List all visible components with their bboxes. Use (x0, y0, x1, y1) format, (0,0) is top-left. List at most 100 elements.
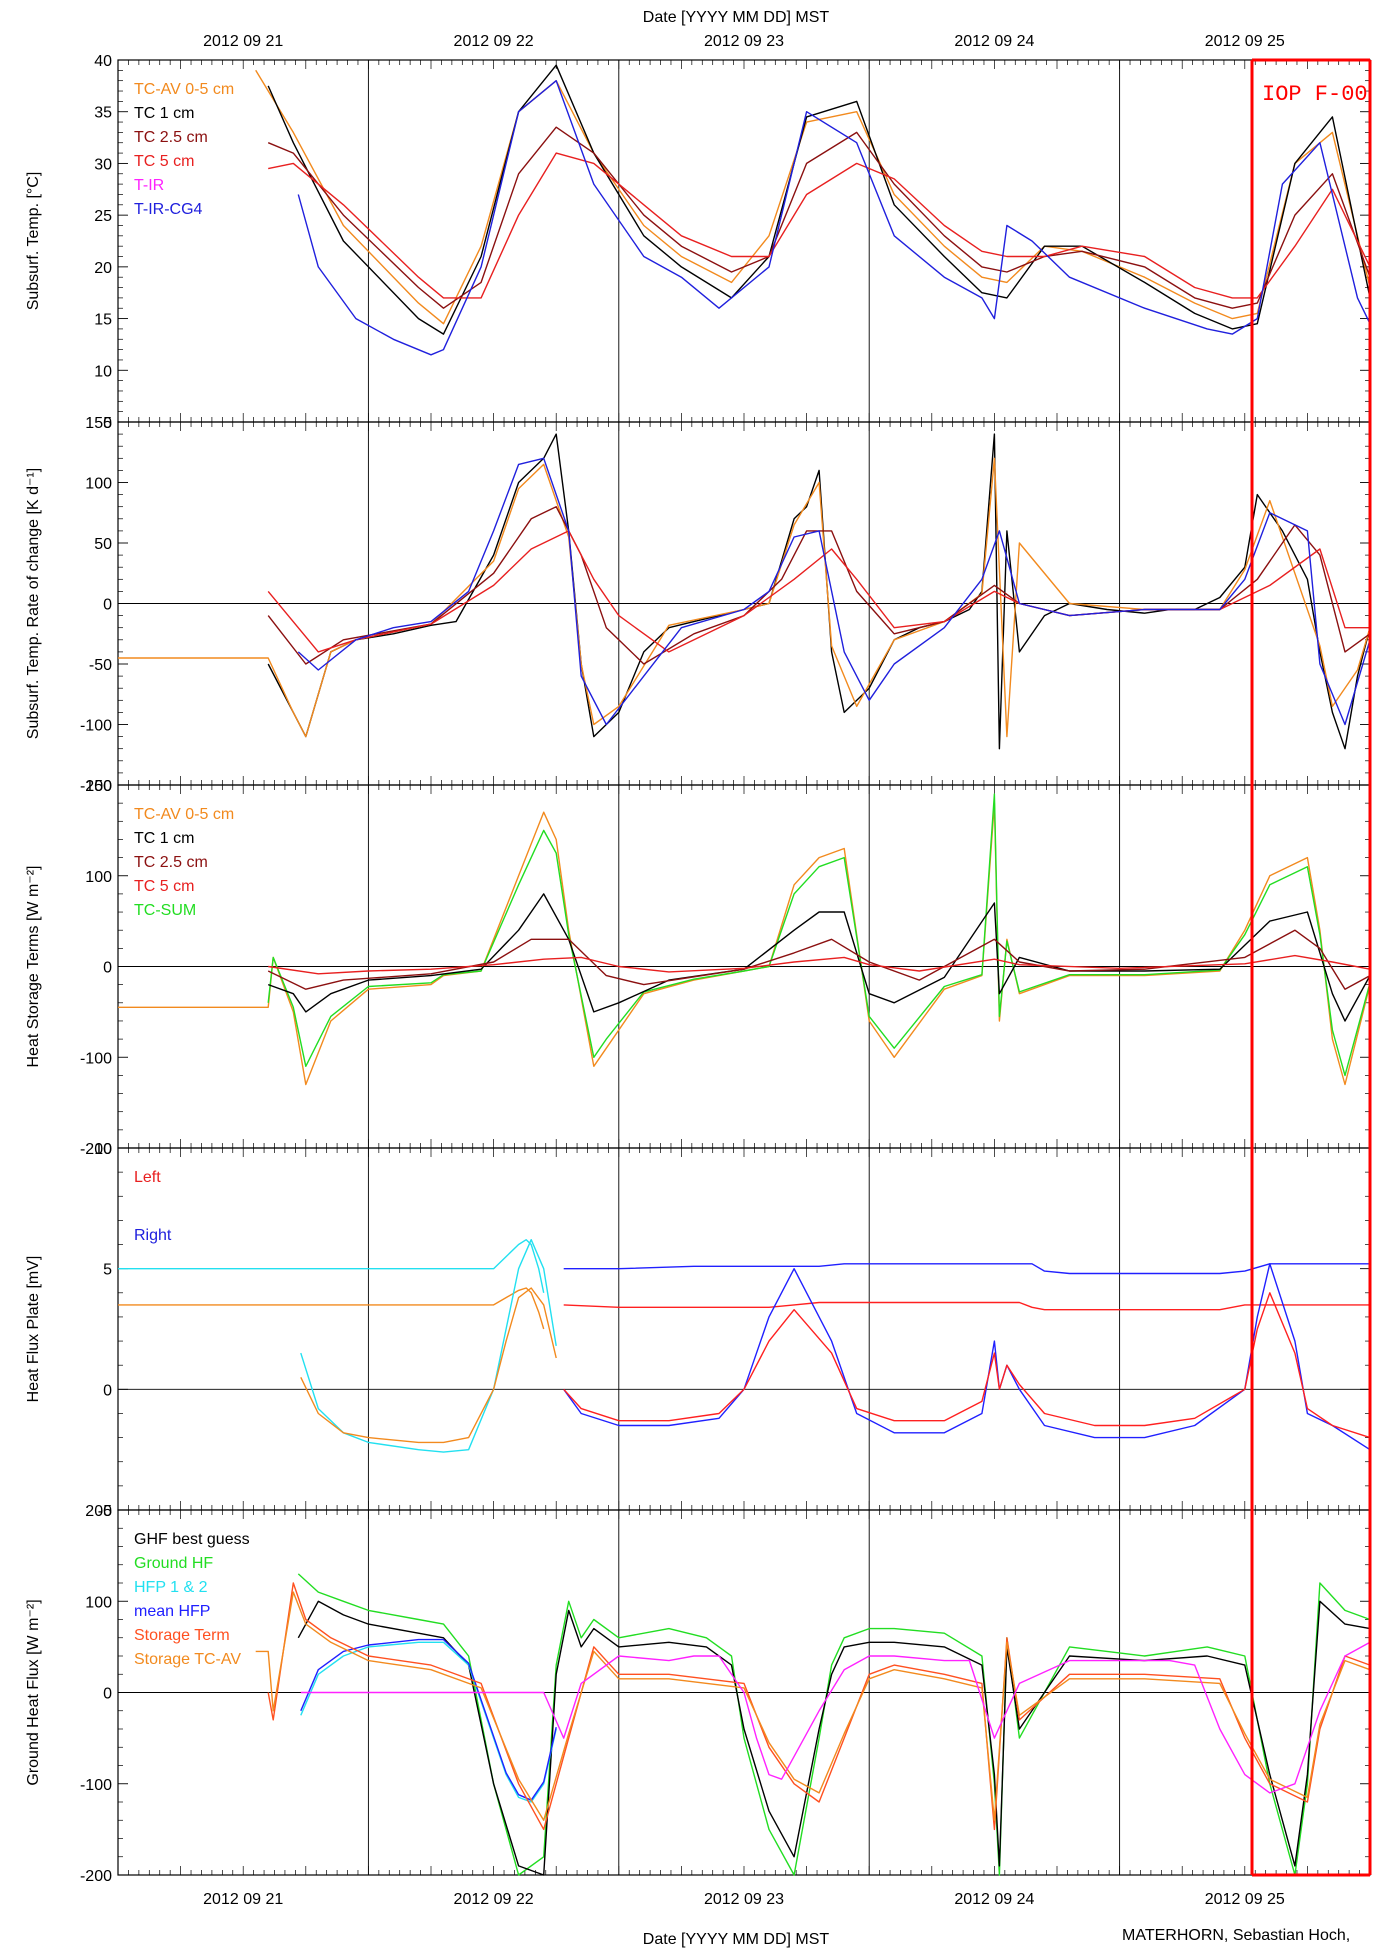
x-tick-label-top: 2012 09 22 (454, 33, 534, 50)
series-line (118, 1238, 545, 1293)
y-tick-label: 35 (94, 105, 112, 122)
x-tick-label-bottom: 2012 09 22 (454, 1891, 534, 1908)
legend-entry: TC 1 cm (134, 105, 194, 122)
x-tick-label-bottom: 2012 09 24 (954, 1891, 1034, 1908)
series-line (297, 457, 1371, 726)
y-axis-title: Subsurf. Temp. [°C] (25, 172, 42, 311)
y-tick-label: 10 (94, 1141, 112, 1158)
panel-frame (117, 1147, 1371, 1511)
series-line (563, 1292, 1371, 1439)
series-line (563, 1263, 1370, 1275)
series-line (563, 1263, 1371, 1451)
panel-4: -5 0 5 10 Heat Flux Plate [mV] Left Right (25, 1141, 1371, 1520)
series-line (300, 1287, 557, 1444)
legend-entry: Ground HF (134, 1555, 213, 1572)
panels: 5 10 15 20 25 30 35 40 Subsurf. Temp. [°C] TC-AV … (25, 33, 1371, 1908)
x-tick-label-top: 2012 09 24 (954, 33, 1034, 50)
legend-entry: T-IR (134, 177, 164, 194)
y-tick-label: 20 (94, 260, 112, 277)
x-tick-label-top: 2012 09 25 (1205, 33, 1285, 50)
y-tick-label: 25 (94, 208, 112, 225)
x-axis-labels: 2012 09 21 2012 09 21 2012 09 22 2012 09 22… (203, 33, 1285, 1908)
y-tick-label: 5 (103, 1262, 112, 1279)
series-line (268, 954, 1371, 975)
legend-entry: TC 5 cm (134, 878, 194, 895)
series-line (300, 1641, 1371, 1794)
series-line (563, 1301, 1370, 1311)
legend-entry: T-IR-CG4 (134, 201, 203, 218)
y-axis-title: Subsurf. Temp. Rate of change [K d⁻¹] (25, 468, 42, 739)
legend-entry: GHF best guess (134, 1531, 250, 1548)
y-tick-label: 0 (103, 1686, 112, 1703)
y-axis-title: Ground Heat Flux [W m⁻²] (25, 1599, 42, 1785)
legend-entry: TC 5 cm (134, 153, 194, 170)
series-line (255, 1591, 1371, 1822)
y-axis-title: Heat Flux Plate [mV] (25, 1256, 42, 1403)
panel-2: -150 -100 -50 0 50 100 150 Subsurf. Temp. Rate … (25, 415, 1371, 795)
y-tick-label: 30 (94, 156, 112, 173)
iop-label: IOP F-00 (1262, 82, 1368, 107)
y-tick-label: -200 (80, 1868, 112, 1885)
y-tick-label: -50 (89, 657, 112, 674)
y-tick-label: 200 (85, 778, 112, 795)
series-line (267, 793, 1371, 1077)
series-line (118, 802, 1371, 1086)
iop-marker: IOP F-00 (1250, 58, 1372, 1877)
series-line (267, 126, 1371, 309)
y-tick-label: 0 (103, 1382, 112, 1399)
y-tick-label: -100 (80, 1777, 112, 1794)
panel-frame (117, 59, 1371, 423)
y-tick-label: -150 (80, 778, 112, 795)
legend-entry: TC 2.5 cm (134, 129, 208, 146)
series-line (268, 152, 1371, 299)
panel-5: -200 -100 0 100 200 Ground Heat Flux [W m⁻²] G… (25, 1503, 1371, 1885)
legend-entry: TC 1 cm (134, 830, 194, 847)
series-line (297, 1573, 1371, 1876)
y-tick-label: -5 (98, 1503, 112, 1520)
x-tick-label-top: 2012 09 21 (203, 33, 283, 50)
legend-entry: Storage Term (134, 1627, 230, 1644)
legend-entry: TC-AV 0-5 cm (134, 806, 234, 823)
y-tick-label: -100 (80, 1050, 112, 1067)
series-line (297, 1600, 1371, 1876)
legend-entry: TC-AV 0-5 cm (134, 81, 234, 98)
y-tick-label: 100 (85, 869, 112, 886)
series-line (300, 1238, 557, 1453)
legend-entry: TC-SUM (134, 902, 196, 919)
series-line (267, 893, 1371, 1022)
y-tick-label: -100 (80, 718, 112, 735)
x-tick-label-bottom: 2012 09 21 (203, 1891, 283, 1908)
y-tick-label: 100 (85, 1594, 112, 1611)
credit-text: MATERHORN, Sebastian Hoch, (1122, 1927, 1350, 1944)
bottom-x-axis-title: Date [YYYY MM DD] MST (643, 1931, 830, 1948)
legend-entry: Right (134, 1227, 172, 1244)
y-tick-label: 200 (85, 1503, 112, 1520)
legend-entry: HFP 1 & 2 (134, 1579, 208, 1596)
y-tick-label: 0 (103, 960, 112, 977)
y-tick-label: 0 (103, 597, 112, 614)
series-line (267, 433, 1371, 750)
y-tick-label: 40 (94, 53, 112, 70)
y-tick-label: 150 (85, 415, 112, 432)
series-line (267, 64, 1371, 335)
legend-entry: TC 2.5 cm (134, 854, 208, 871)
series-line (297, 79, 1371, 356)
y-tick-label: 5 (103, 415, 112, 432)
y-tick-label: 100 (85, 476, 112, 493)
y-tick-label: -200 (80, 1141, 112, 1158)
x-tick-label-bottom: 2012 09 25 (1205, 1891, 1285, 1908)
series-line (118, 457, 1371, 738)
panel-3: -200 -100 0 100 200 Heat Storage Terms [W m⁻²… (25, 778, 1371, 1158)
series-line (267, 530, 1370, 653)
x-tick-label-top: 2012 09 23 (704, 33, 784, 50)
legend-entry: Storage TC-AV (134, 1651, 241, 1668)
x-tick-label-bottom: 2012 09 23 (704, 1891, 784, 1908)
y-tick-label: 15 (94, 312, 112, 329)
series-line (118, 1287, 545, 1330)
y-tick-label: 50 (94, 536, 112, 553)
y-axis-title: Heat Storage Terms [W m⁻²] (25, 866, 42, 1068)
panel-1: 5 10 15 20 25 30 35 40 Subsurf. Temp. [°C] TC-AV … (25, 53, 1371, 432)
y-tick-label: 10 (94, 363, 112, 380)
series-line (255, 69, 1371, 325)
